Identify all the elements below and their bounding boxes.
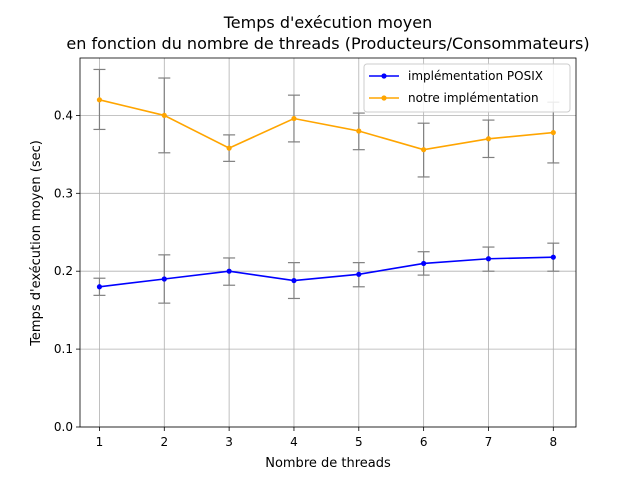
plot-frame xyxy=(79,57,577,428)
series-point-0 xyxy=(161,276,167,282)
legend-swatch-marker xyxy=(381,95,387,101)
axis-ticks: 1 2 3 4 5 6 7 8 0.0 0.1 0.2 0.3 0.4 xyxy=(54,108,557,449)
x-axis-label: Nombre de threads xyxy=(265,456,391,471)
series-line-1 xyxy=(99,99,554,151)
series-point-1 xyxy=(421,147,427,153)
series-point-0 xyxy=(356,271,362,277)
x-tick-label: 4 xyxy=(290,435,298,449)
chart-title: Temps d'exécution moyen xyxy=(223,13,433,32)
x-tick-label: 7 xyxy=(485,435,493,449)
series-point-1 xyxy=(356,128,362,134)
x-tick-label: 2 xyxy=(160,435,168,449)
series-point-0 xyxy=(226,268,232,274)
x-tick-label: 8 xyxy=(549,435,557,449)
y-tick-label: 0.2 xyxy=(54,264,73,278)
y-tick-label: 0.1 xyxy=(54,342,73,356)
series-point-1 xyxy=(96,97,103,103)
legend: implémentation POSIX notre implémentation xyxy=(363,63,571,113)
series-point-0 xyxy=(96,284,103,290)
series-point-1 xyxy=(291,115,297,122)
x-tick-label: 5 xyxy=(355,435,363,449)
series-point-1 xyxy=(485,136,492,142)
y-tick-label: 0.3 xyxy=(54,186,73,200)
grid xyxy=(80,58,576,428)
x-tick-label: 3 xyxy=(225,435,233,449)
legend-swatch-marker xyxy=(381,73,387,79)
series-line-0 xyxy=(99,256,554,288)
series-point-0 xyxy=(291,277,297,284)
legend-box xyxy=(363,63,571,113)
y-tick-label: 0.4 xyxy=(54,108,73,122)
y-axis-label: Temps d'exécution moyen (sec) xyxy=(29,140,44,347)
series-lines xyxy=(96,97,556,290)
series-point-1 xyxy=(226,145,232,151)
series-point-1 xyxy=(550,129,556,136)
x-tick-label: 1 xyxy=(96,435,104,449)
series-point-0 xyxy=(421,260,427,267)
x-tick-label: 6 xyxy=(420,435,428,449)
legend-label: implémentation POSIX xyxy=(408,69,543,83)
chart-subtitle: en fonction du nombre de threads (Produc… xyxy=(66,34,589,53)
series-point-1 xyxy=(161,112,167,119)
series-point-0 xyxy=(485,256,492,262)
series-point-0 xyxy=(550,254,556,260)
legend-label: notre implémentation xyxy=(408,91,539,105)
y-tick-label: 0.0 xyxy=(54,420,73,434)
